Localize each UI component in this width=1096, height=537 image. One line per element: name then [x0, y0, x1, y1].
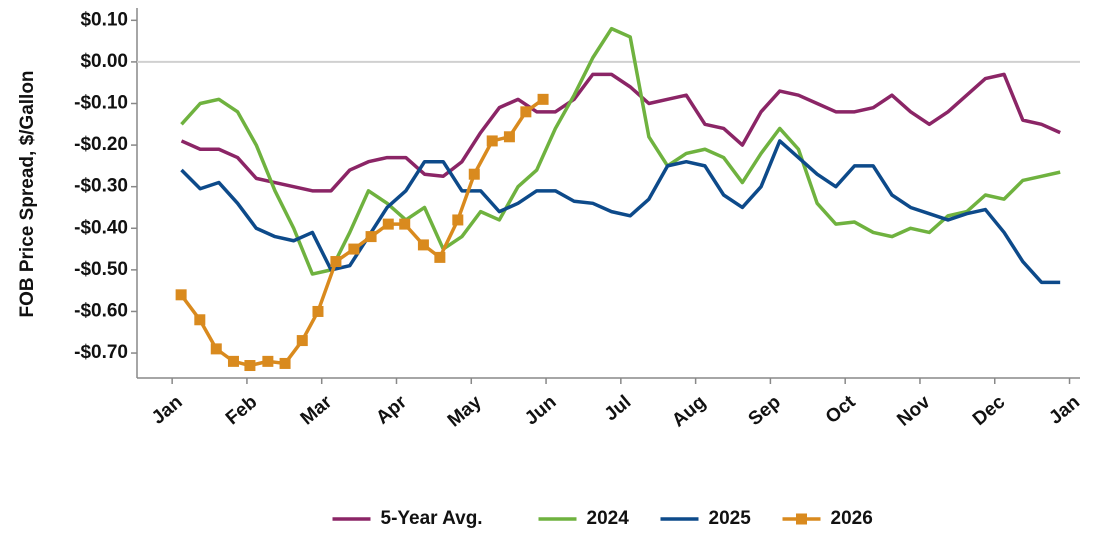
series-marker	[520, 106, 532, 118]
legend-label: 2026	[831, 508, 873, 529]
y-tick-label: -$0.60	[74, 300, 128, 321]
series-marker	[175, 289, 187, 301]
x-tick-label: Jan	[148, 392, 187, 429]
y-tick-label: -$0.20	[74, 134, 128, 155]
y-tick-label: $0.00	[80, 51, 128, 72]
x-tick-label: Mar	[297, 391, 337, 429]
series-marker	[417, 239, 429, 251]
series-marker	[210, 343, 222, 355]
series-line	[179, 97, 545, 368]
series-marker	[399, 218, 411, 230]
series-marker	[503, 131, 515, 143]
series-line	[180, 72, 1061, 193]
y-axis-label: FOB Price Spread, $/Gallon	[17, 70, 38, 317]
series-marker	[227, 355, 239, 367]
series-marker	[382, 218, 394, 230]
y-tick-label: -$0.30	[74, 176, 128, 197]
y-tick-label: -$0.70	[74, 342, 128, 363]
series-marker	[486, 135, 498, 147]
y-tick-label: $0.10	[80, 9, 128, 30]
x-tick-label: Jun	[521, 392, 560, 430]
y-tick-label: -$0.40	[74, 217, 128, 238]
legend-label: 2024	[587, 508, 630, 529]
x-tick-label: Nov	[893, 391, 934, 430]
series-line	[180, 139, 1061, 285]
x-tick-label: Jul	[601, 392, 636, 426]
series-marker	[194, 314, 206, 326]
series-marker	[537, 93, 549, 105]
legend-marker	[796, 513, 807, 525]
series-marker	[434, 251, 446, 263]
series-marker	[330, 256, 342, 268]
x-tick-label: May	[444, 391, 486, 431]
x-tick-label: Aug	[668, 392, 710, 432]
x-tick-label: Apr	[372, 391, 411, 429]
y-tick-label: -$0.10	[74, 93, 128, 114]
x-tick-label: Sep	[745, 392, 785, 430]
x-tick-label: Dec	[969, 391, 1010, 430]
series-line	[180, 26, 1061, 276]
y-tick-label: -$0.50	[74, 259, 128, 280]
series-marker	[244, 360, 256, 372]
legend-label: 2025	[709, 508, 752, 529]
x-tick-label: Feb	[222, 392, 261, 430]
series-marker	[296, 335, 308, 347]
series-marker	[262, 355, 274, 367]
series-marker	[365, 231, 377, 243]
series-marker	[452, 214, 464, 226]
legend-label: 5-Year Avg.	[381, 508, 483, 529]
series-marker	[348, 243, 360, 255]
series-marker	[312, 305, 324, 317]
x-tick-label: Jan	[1045, 392, 1084, 429]
x-tick-label: Oct	[822, 391, 860, 428]
series-marker	[468, 168, 480, 180]
series-marker	[279, 357, 291, 369]
